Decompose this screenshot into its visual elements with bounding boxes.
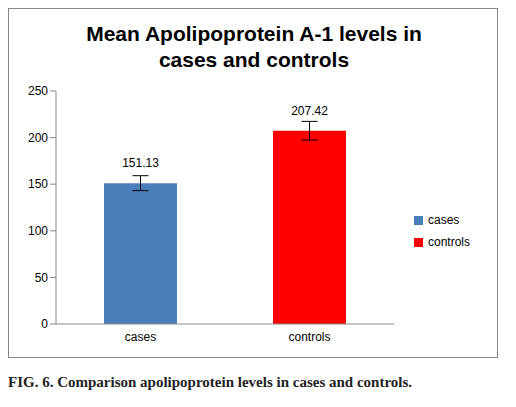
svg-text:151.13: 151.13 [122, 156, 159, 170]
svg-text:100: 100 [28, 224, 48, 238]
html-text:cases: cases [428, 213, 460, 227]
svg-text:207.42: 207.42 [291, 104, 328, 118]
svg-text:cases: cases [125, 330, 156, 344]
html-text:controls: controls [428, 235, 470, 249]
svg-text:200: 200 [28, 131, 48, 145]
svg-text:150: 150 [28, 177, 48, 191]
svg-text:0: 0 [41, 317, 48, 331]
svg-text:250: 250 [28, 84, 48, 98]
svg-text:controls: controls [288, 330, 330, 344]
html-text:FIG. 6. Comparison apolipoprot: FIG. 6. Comparison apolipoprotein levels… [8, 374, 413, 390]
svg-text:50: 50 [35, 271, 49, 285]
html-text:Mean Apolipoprotein A-1 levels: Mean Apolipoprotein A-1 levels in cases … [86, 22, 422, 71]
